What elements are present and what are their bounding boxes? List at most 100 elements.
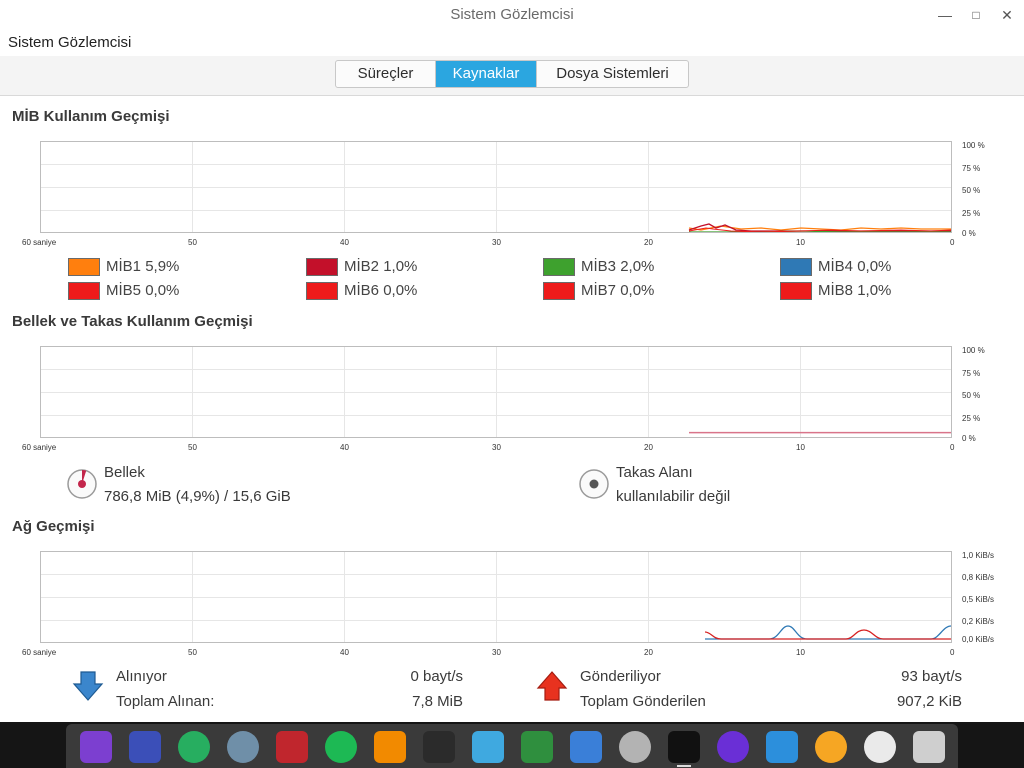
tab-resources[interactable]: Kaynaklar [436,61,537,87]
app-menu-title[interactable]: Sistem Gözlemcisi [8,34,132,51]
cpu-x-tick: 60 saniye [22,238,57,247]
memory-x-tick: 20 [644,443,653,452]
cpu8-color-swatch[interactable] [780,282,812,300]
sending-value: 93 bayt/s [901,668,962,685]
settings-icon[interactable] [619,731,651,763]
tab-processes[interactable]: Süreçler [336,61,436,87]
cpu-x-tick: 50 [188,238,197,247]
network-section-title: Ağ Geçmişi [12,518,95,535]
network-x-tick: 0 [950,648,955,657]
memory-x-tick: 60 saniye [22,443,57,452]
archive-icon[interactable] [472,731,504,763]
swap-pie-icon[interactable] [578,468,610,500]
close-icon[interactable]: ✕ [1001,7,1013,23]
memory-graph [40,346,952,438]
tab-file-systems[interactable]: Dosya Sistemleri [556,65,669,82]
update-icon[interactable] [766,731,798,763]
dock-panel [66,724,958,768]
android-store-icon[interactable] [521,731,553,763]
cpu-x-tick: 0 [950,238,955,247]
memory-graph-lines [689,431,951,434]
cpu-x-tick: 10 [796,238,805,247]
cpu-y-tick: 50 % [962,186,981,195]
rocket-launcher-icon[interactable] [80,731,112,763]
cpu5-color-swatch[interactable] [68,282,100,300]
cpu3-color-swatch[interactable] [543,258,575,276]
cpu-graph [40,141,952,233]
power-icon[interactable] [717,731,749,763]
cpu4-color-swatch[interactable] [780,258,812,276]
sending-label: Gönderiliyor [580,668,661,685]
cpu-x-tick: 20 [644,238,653,247]
browser-icon[interactable] [227,731,259,763]
total-received-label: Toplam Alınan: [116,693,215,710]
download-arrow-icon[interactable] [72,670,104,704]
network-y-tick: 0,2 KiB/s [962,617,995,626]
upload-arrow-icon[interactable] [536,670,568,704]
system-monitor-icon[interactable] [668,731,700,763]
cpu-y-tick: 100 % [962,141,985,150]
memory-x-tick: 50 [188,443,197,452]
memory-y-tick: 0 % [962,434,976,443]
memory-value: 786,8 MiB (4,9%) / 15,6 GiB [104,488,291,505]
receiving-label: Alınıyor [116,668,167,685]
cpu2-color-swatch[interactable] [306,258,338,276]
taskbar-dock [0,722,1024,768]
cpu-graph-lines [688,223,951,232]
terminal-icon[interactable] [276,731,308,763]
maximize-icon[interactable]: □ [972,8,980,22]
receiving-value: 0 bayt/s [410,668,463,685]
memory-x-tick: 10 [796,443,805,452]
memory-section-title: Bellek ve Takas Kullanım Geçmişi [12,313,253,330]
cpu7-color-swatch[interactable] [543,282,575,300]
vlc-icon[interactable] [374,731,406,763]
cpu6-color-swatch[interactable] [306,282,338,300]
memory-label: Bellek [104,464,145,481]
spotify-icon[interactable] [325,731,357,763]
network-y-tick: 0,0 KiB/s [962,635,995,644]
total-sent-value: 907,2 KiB [896,693,962,710]
cpu-x-tick: 40 [340,238,349,247]
memory-y-tick: 100 % [962,346,985,355]
memory-pie-icon[interactable] [66,468,98,500]
network-x-tick: 20 [644,648,653,657]
video-player-icon[interactable] [570,731,602,763]
cpu-section-title: MİB Kullanım Geçmişi [12,108,170,125]
network-graph [40,551,952,643]
network-x-tick: 50 [188,648,197,657]
notes-icon[interactable] [423,731,455,763]
network-y-tick: 0,8 KiB/s [962,573,995,582]
tab-group: Süreçler Kaynaklar Dosya Sistemleri [335,60,689,88]
network-graph-lines [704,625,951,640]
text-editor-icon[interactable] [129,731,161,763]
swap-value: kullanılabilir değil [616,488,731,505]
swap-label: Takas Alanı [616,464,693,481]
minimize-icon[interactable]: — [938,7,952,23]
trash-icon[interactable] [913,731,945,763]
window-title: Sistem Gözlemcisi [450,6,574,23]
network-y-tick: 1,0 KiB/s [962,551,995,560]
tab-strip: Süreçler Kaynaklar Dosya Sistemleri [0,56,1024,96]
cpu-x-tick: 30 [492,238,501,247]
memory-y-tick: 25 % [962,414,981,423]
network-x-tick: 40 [340,648,349,657]
clock-icon[interactable] [815,731,847,763]
network-x-tick: 10 [796,648,805,657]
memory-y-tick: 75 % [962,369,981,378]
app-menubar: Sistem Gözlemcisi [0,30,1024,56]
cpu1-color-swatch[interactable] [68,258,100,276]
network-x-tick: 30 [492,648,501,657]
store-icon[interactable] [178,731,210,763]
memory-x-tick: 0 [950,443,955,452]
window-titlebar: Sistem Gözlemcisi — □ ✕ [0,0,1024,30]
memory-x-tick: 40 [340,443,349,452]
cpu-y-tick: 0 % [962,229,976,238]
total-sent-label: Toplam Gönderilen [580,693,706,710]
time-widget-icon[interactable] [864,731,896,763]
active-app-indicator [677,765,691,767]
cpu-y-tick: 75 % [962,164,981,173]
cpu-y-tick: 25 % [962,209,981,218]
memory-x-tick: 30 [492,443,501,452]
memory-y-tick: 50 % [962,391,981,400]
network-x-tick: 60 saniye [22,648,57,657]
